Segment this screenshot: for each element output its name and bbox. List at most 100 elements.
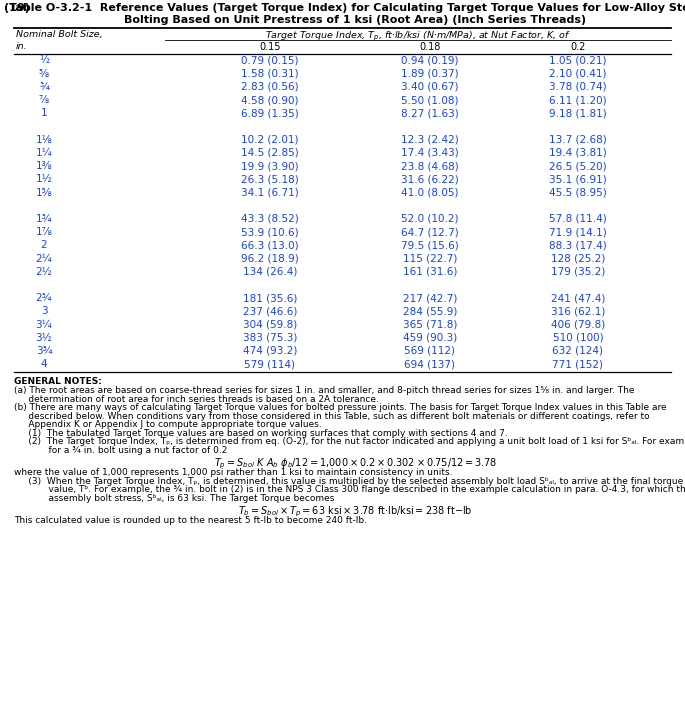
Text: 1.58 (0.31): 1.58 (0.31) <box>241 69 299 79</box>
Text: 284 (55.9): 284 (55.9) <box>403 306 457 316</box>
Text: assembly bolt stress, Sᵇₐₗ, is 63 ksi. The Target Torque becomes: assembly bolt stress, Sᵇₐₗ, is 63 ksi. T… <box>14 493 334 503</box>
Text: where the value of 1,000 represents 1,000 psi rather than 1 ksi to maintain cons: where the value of 1,000 represents 1,00… <box>14 469 453 477</box>
Text: 5.50 (1.08): 5.50 (1.08) <box>401 95 459 105</box>
Text: 304 (59.8): 304 (59.8) <box>243 320 297 330</box>
Text: ¾: ¾ <box>39 82 49 92</box>
Text: This calculated value is rounded up to the nearest 5 ft-lb to become 240 ft-lb.: This calculated value is rounded up to t… <box>14 516 367 525</box>
Text: 45.5 (8.95): 45.5 (8.95) <box>549 187 607 198</box>
Text: 9.18 (1.81): 9.18 (1.81) <box>549 108 607 118</box>
Text: 6.11 (1.20): 6.11 (1.20) <box>549 95 607 105</box>
Text: 134 (26.4): 134 (26.4) <box>242 267 297 277</box>
Text: determination of root area for inch series threads is based on a 2A tolerance.: determination of root area for inch seri… <box>14 395 379 404</box>
Text: $T_p = S_{bol}\ K\ A_b\ \phi_b/12 = 1{,}000 \times 0.2 \times 0.302 \times 0.75/: $T_p = S_{bol}\ K\ A_b\ \phi_b/12 = 1{,}… <box>214 457 497 471</box>
Text: 3.40 (0.67): 3.40 (0.67) <box>401 82 459 92</box>
Text: 57.8 (11.4): 57.8 (11.4) <box>549 214 607 224</box>
Text: 66.3 (13.0): 66.3 (13.0) <box>241 240 299 250</box>
Text: 23.8 (4.68): 23.8 (4.68) <box>401 161 459 171</box>
Text: for a ¾ in. bolt using a nut factor of 0.2: for a ¾ in. bolt using a nut factor of 0… <box>14 446 227 454</box>
Text: 316 (62.1): 316 (62.1) <box>551 306 605 316</box>
Text: ⅞: ⅞ <box>39 95 49 105</box>
Text: 26.5 (5.20): 26.5 (5.20) <box>549 161 607 171</box>
Text: 2½: 2½ <box>36 267 52 277</box>
Text: 2: 2 <box>40 240 47 250</box>
Text: 0.79 (0.15): 0.79 (0.15) <box>241 55 299 65</box>
Text: (2)  The Target Torque Index, Tₚ, is determined from eq. (O-2), for the nut fact: (2) The Target Torque Index, Tₚ, is dete… <box>14 437 685 446</box>
Text: GENERAL NOTES:: GENERAL NOTES: <box>14 376 102 386</box>
Text: 0.18: 0.18 <box>419 42 440 52</box>
Text: 1⅝: 1⅝ <box>36 187 52 198</box>
Text: 771 (152): 771 (152) <box>553 359 603 369</box>
Text: Table O-3.2-1  Reference Values (Target Torque Index) for Calculating Target Tor: Table O-3.2-1 Reference Values (Target T… <box>9 3 685 13</box>
Text: 3¾: 3¾ <box>36 346 52 356</box>
Text: Nominal Bolt Size,: Nominal Bolt Size, <box>16 30 103 39</box>
Text: 19.9 (3.90): 19.9 (3.90) <box>241 161 299 171</box>
Text: 4: 4 <box>40 359 47 369</box>
Text: 1½: 1½ <box>36 174 52 184</box>
Text: 1⅛: 1⅛ <box>36 135 52 145</box>
Text: 365 (71.8): 365 (71.8) <box>403 320 457 330</box>
Text: 1⅞: 1⅞ <box>36 227 52 237</box>
Text: 1: 1 <box>40 108 47 118</box>
Text: 53.9 (10.6): 53.9 (10.6) <box>241 227 299 237</box>
Text: Bolting Based on Unit Prestress of 1 ksi (Root Area) (Inch Series Threads): Bolting Based on Unit Prestress of 1 ksi… <box>124 15 586 25</box>
Text: 17.4 (3.43): 17.4 (3.43) <box>401 148 459 158</box>
Text: 0.2: 0.2 <box>571 42 586 52</box>
Text: 31.6 (6.22): 31.6 (6.22) <box>401 174 459 184</box>
Text: 383 (75.3): 383 (75.3) <box>242 333 297 342</box>
Text: (a) The root areas are based on coarse-thread series for sizes 1 in. and smaller: (a) The root areas are based on coarse-t… <box>14 386 634 396</box>
Text: 35.1 (6.91): 35.1 (6.91) <box>549 174 607 184</box>
Text: 241 (47.4): 241 (47.4) <box>551 293 605 303</box>
Text: 26.3 (5.18): 26.3 (5.18) <box>241 174 299 184</box>
Text: Target Torque Index, $T_p$, ft$\cdot$lb/ksi (N$\cdot$m/MPa), at Nut Factor, $K$,: Target Torque Index, $T_p$, ft$\cdot$lb/… <box>265 30 571 43</box>
Text: 2.83 (0.56): 2.83 (0.56) <box>241 82 299 92</box>
Text: 161 (31.6): 161 (31.6) <box>403 267 457 277</box>
Text: 1⅜: 1⅜ <box>36 161 52 171</box>
Text: 41.0 (8.05): 41.0 (8.05) <box>401 187 459 198</box>
Text: 459 (90.3): 459 (90.3) <box>403 333 457 342</box>
Text: 3½: 3½ <box>36 333 52 342</box>
Text: 115 (22.7): 115 (22.7) <box>403 254 457 264</box>
Text: $T_b = S_{bol} \times T_p = 63\ \mathrm{ksi} \times 3.78\ \mathrm{ft}{\cdot}\mat: $T_b = S_{bol} \times T_p = 63\ \mathrm{… <box>238 504 472 519</box>
Text: 1.89 (0.37): 1.89 (0.37) <box>401 69 459 79</box>
Text: 13.7 (2.68): 13.7 (2.68) <box>549 135 607 145</box>
Text: 4.58 (0.90): 4.58 (0.90) <box>241 95 299 105</box>
Text: ½: ½ <box>39 55 49 65</box>
Text: 8.27 (1.63): 8.27 (1.63) <box>401 108 459 118</box>
Text: ⅝: ⅝ <box>39 69 49 79</box>
Text: in.: in. <box>16 42 27 51</box>
Text: 2¾: 2¾ <box>36 293 52 303</box>
Text: 2¼: 2¼ <box>36 254 52 264</box>
Text: 406 (79.8): 406 (79.8) <box>551 320 605 330</box>
Text: 43.3 (8.52): 43.3 (8.52) <box>241 214 299 224</box>
Text: 3.78 (0.74): 3.78 (0.74) <box>549 82 607 92</box>
Text: 3: 3 <box>40 306 47 316</box>
Text: 1¼: 1¼ <box>36 148 52 158</box>
Text: 19.4 (3.81): 19.4 (3.81) <box>549 148 607 158</box>
Text: 2.10 (0.41): 2.10 (0.41) <box>549 69 607 79</box>
Text: 181 (35.6): 181 (35.6) <box>242 293 297 303</box>
Text: 64.7 (12.7): 64.7 (12.7) <box>401 227 459 237</box>
Text: (19): (19) <box>4 3 30 13</box>
Text: (b) There are many ways of calculating Target Torque values for bolted pressure : (b) There are many ways of calculating T… <box>14 403 667 413</box>
Text: 6.89 (1.35): 6.89 (1.35) <box>241 108 299 118</box>
Text: 14.5 (2.85): 14.5 (2.85) <box>241 148 299 158</box>
Text: 1¾: 1¾ <box>36 214 52 224</box>
Text: 569 (112): 569 (112) <box>405 346 456 356</box>
Text: described below. When conditions vary from those considered in this Table, such : described below. When conditions vary fr… <box>14 412 649 421</box>
Text: 88.3 (17.4): 88.3 (17.4) <box>549 240 607 250</box>
Text: 128 (25.2): 128 (25.2) <box>551 254 605 264</box>
Text: 510 (100): 510 (100) <box>553 333 603 342</box>
Text: 3¼: 3¼ <box>36 320 52 330</box>
Text: 52.0 (10.2): 52.0 (10.2) <box>401 214 459 224</box>
Text: 0.94 (0.19): 0.94 (0.19) <box>401 55 459 65</box>
Text: 0.15: 0.15 <box>259 42 281 52</box>
Text: 237 (46.6): 237 (46.6) <box>242 306 297 316</box>
Text: 79.5 (15.6): 79.5 (15.6) <box>401 240 459 250</box>
Text: 179 (35.2): 179 (35.2) <box>551 267 605 277</box>
Text: 217 (42.7): 217 (42.7) <box>403 293 457 303</box>
Text: 96.2 (18.9): 96.2 (18.9) <box>241 254 299 264</box>
Text: 579 (114): 579 (114) <box>245 359 295 369</box>
Text: 694 (137): 694 (137) <box>405 359 456 369</box>
Text: 71.9 (14.1): 71.9 (14.1) <box>549 227 607 237</box>
Text: value, Tᵇ. For example, the ¾ in. bolt in (2) is in the NPS 3 Class 300 flange d: value, Tᵇ. For example, the ¾ in. bolt i… <box>14 485 685 494</box>
